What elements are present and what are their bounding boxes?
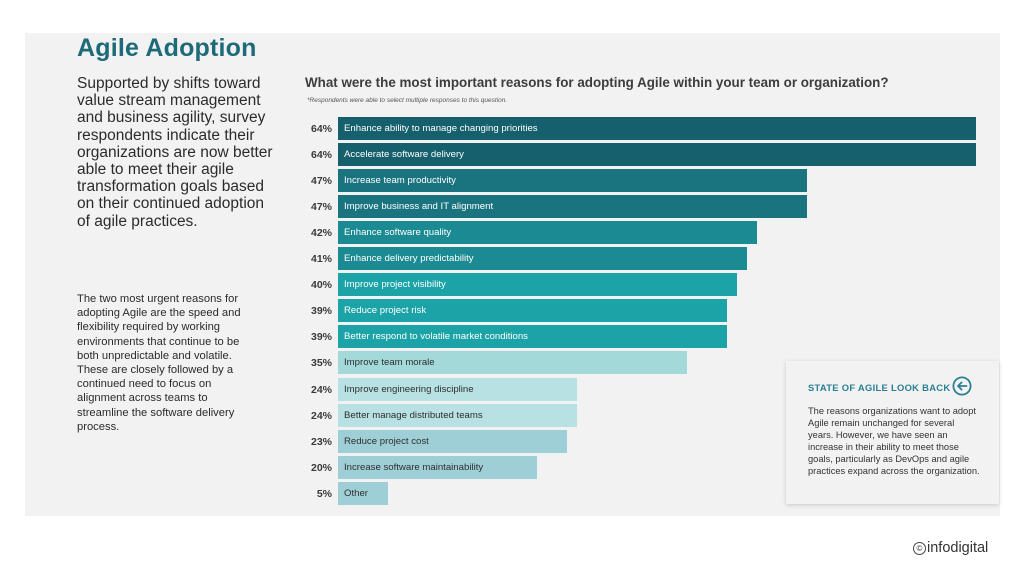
bar-value-label: 5% <box>316 487 332 500</box>
bar: Enhance software quality <box>338 221 757 245</box>
bar-category-label: Improve team morale <box>344 357 435 369</box>
look-back-text: The reasons organizations want to adopt … <box>808 406 980 476</box>
bar: Increase software maintainability <box>338 455 537 479</box>
bar-value-label: 23% <box>310 435 332 448</box>
bar-category-label: Better respond to volatile market condit… <box>344 331 528 343</box>
brand-logo: © infodigital <box>913 540 988 556</box>
bar: Enhance ability to manage changing prior… <box>338 117 976 140</box>
bar-category-label: Improve engineering discipline <box>344 383 474 395</box>
bar: Reduce project risk <box>338 299 727 323</box>
bar: Improve business and IT alignment <box>338 195 807 219</box>
bar-value-label: 47% <box>310 175 332 188</box>
bar: Improve engineering discipline <box>338 377 577 401</box>
bar-value-label: 64% <box>310 123 332 135</box>
chart-title: What were the most important reasons for… <box>305 75 889 90</box>
bar-category-label: Increase software maintainability <box>344 461 484 473</box>
bar-category-label: Reduce project risk <box>344 305 427 317</box>
bar-value-label: 40% <box>310 279 332 292</box>
bar-value-label: 24% <box>310 409 332 422</box>
bar-category-label: Accelerate software delivery <box>344 149 464 161</box>
bar-value-label: 64% <box>310 149 332 162</box>
bar-value-label: 39% <box>310 331 332 344</box>
bar-value-label: 42% <box>310 227 332 240</box>
bar-value-label: 39% <box>310 305 332 318</box>
bar: Better manage distributed teams <box>338 403 577 427</box>
look-back-box: STATE OF AGILE LOOK BACK The reasons org… <box>786 361 999 504</box>
body-paragraph: The two most urgent reasons for adopting… <box>77 293 241 433</box>
bar: Reduce project cost <box>338 429 567 453</box>
bar-category-label: Other <box>344 487 368 499</box>
bar: Improve project visibility <box>338 273 737 297</box>
bar-category-label: Better manage distributed teams <box>344 409 483 421</box>
bar-category-label: Enhance delivery predictability <box>344 253 474 265</box>
bar-category-label: Improve project visibility <box>344 279 446 291</box>
bar: Better respond to volatile market condit… <box>338 325 727 349</box>
bar-category-label: Improve business and IT alignment <box>344 201 494 213</box>
bar-category-label: Reduce project cost <box>344 435 429 447</box>
bar-category-label: Increase team productivity <box>344 175 456 187</box>
bar: Other <box>338 481 388 505</box>
brand-name: infodigital <box>927 540 989 556</box>
arrow-left-circle-icon[interactable] <box>952 376 972 396</box>
page-title: Agile Adoption <box>77 34 257 62</box>
bar: Enhance delivery predictability <box>338 247 747 271</box>
bar-category-label: Enhance ability to manage changing prior… <box>344 123 538 134</box>
bar-value-label: 24% <box>310 383 332 396</box>
chart-footnote: *Respondents were able to select multipl… <box>307 97 508 104</box>
look-back-title: STATE OF AGILE LOOK BACK <box>808 382 951 393</box>
bar-value-label: 35% <box>310 357 332 370</box>
bar-value-label: 47% <box>310 201 332 214</box>
lead-paragraph: Supported by shifts toward value stream … <box>77 75 273 230</box>
bar: Increase team productivity <box>338 169 807 193</box>
bar-category-label: Enhance software quality <box>344 227 452 239</box>
bar-value-label: 20% <box>310 461 332 474</box>
bar: Improve team morale <box>338 351 687 375</box>
bar-value-label: 41% <box>310 253 332 266</box>
bar: Accelerate software delivery <box>338 143 976 167</box>
copyright-icon: © <box>913 542 926 555</box>
